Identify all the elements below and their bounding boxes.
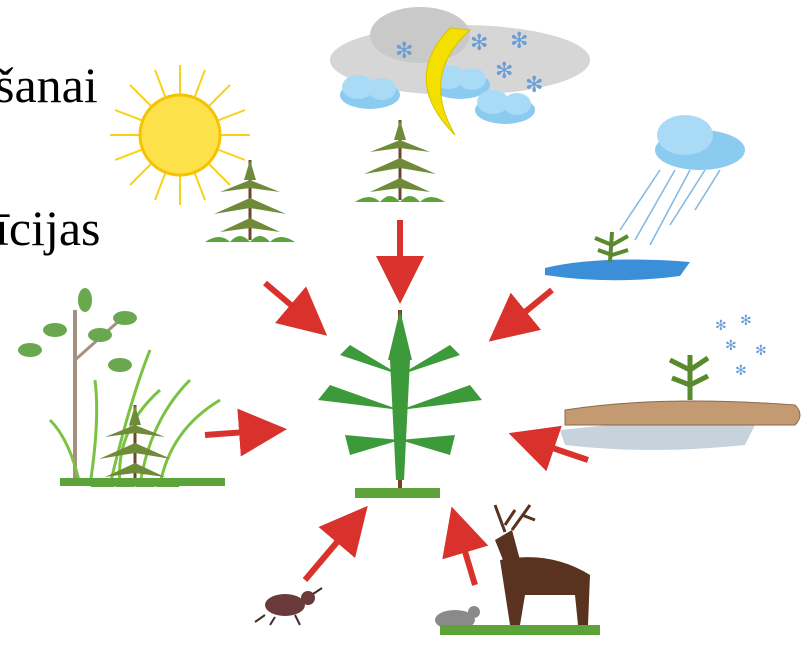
text-shape: ✻ — [510, 29, 528, 54]
circle-shape — [140, 95, 220, 175]
path-shape — [545, 260, 690, 281]
line-shape — [455, 518, 475, 585]
ellipse-shape — [18, 343, 42, 357]
rect-shape — [440, 625, 600, 635]
circle-shape — [468, 606, 480, 618]
line-shape — [650, 170, 690, 245]
line-shape — [498, 290, 552, 334]
text-shape: ✻ — [470, 31, 488, 56]
text-shape: ✻ — [735, 363, 747, 379]
beetle — [255, 588, 322, 625]
text-shape: ✻ — [525, 73, 543, 98]
line-shape — [695, 170, 720, 210]
sun — [110, 65, 250, 205]
path-shape — [670, 355, 708, 400]
text-shape: ✻ — [755, 343, 767, 359]
path-shape — [390, 360, 410, 480]
ellipse-shape — [43, 323, 67, 337]
text-shape: ✻ — [715, 318, 727, 334]
rain — [545, 115, 745, 280]
snow-log: ✻✻✻✻✻ — [560, 313, 800, 450]
ellipse-shape — [657, 115, 713, 155]
ellipse-shape — [113, 311, 137, 325]
line-shape — [620, 170, 660, 230]
path-shape — [90, 380, 97, 485]
line-shape — [205, 430, 275, 435]
text-line: īcijas — [0, 200, 101, 256]
g-shape: ✻✻✻✻✻ — [715, 313, 767, 379]
rect-shape — [355, 488, 440, 498]
use-shape — [90, 405, 180, 487]
line-shape — [265, 283, 318, 328]
ellipse-shape — [108, 358, 132, 372]
grass — [18, 288, 225, 487]
diagram: šanai īcijas ✻✻✻✻✻ — [0, 0, 808, 645]
use-shape — [355, 120, 445, 202]
path-shape — [565, 401, 800, 425]
text-shape: ✻ — [395, 39, 413, 64]
g-shape — [620, 170, 720, 245]
rect-shape — [60, 478, 225, 486]
spruce — [318, 310, 482, 498]
line-shape — [635, 170, 675, 240]
text-line: šanai — [0, 57, 98, 113]
ellipse-shape — [265, 594, 305, 616]
path-shape — [160, 400, 220, 485]
night-sky: ✻ ✻ ✻ ✻ ✻ — [330, 7, 590, 135]
text-shape: ✻ — [740, 313, 752, 329]
text-shape: ✻ — [495, 59, 513, 84]
path-shape — [495, 530, 520, 565]
path-shape — [388, 310, 412, 360]
path-shape — [500, 557, 590, 625]
text-shape: ✻ — [725, 338, 737, 354]
ellipse-shape — [78, 288, 92, 312]
path-shape — [495, 505, 535, 532]
g-shape — [318, 310, 482, 480]
ellipse-shape — [88, 328, 112, 342]
path-shape — [595, 232, 628, 262]
line-shape — [305, 515, 360, 580]
